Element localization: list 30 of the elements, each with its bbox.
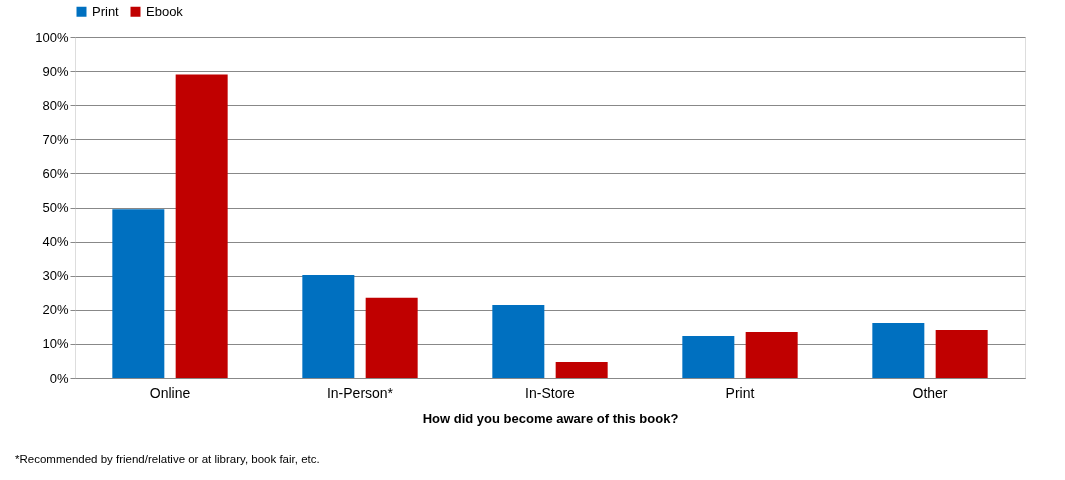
bar <box>745 331 798 378</box>
y-tick-label: 30% <box>42 268 69 284</box>
y-tick-label: 80% <box>42 97 69 113</box>
x-axis-title: How did you become aware of this book? <box>422 410 679 426</box>
bar <box>492 305 545 378</box>
bar <box>555 361 608 378</box>
y-tick-label: 60% <box>42 165 69 181</box>
bar <box>302 275 355 378</box>
x-tick-label: Online <box>149 384 191 401</box>
bar <box>175 74 228 378</box>
bar <box>872 323 925 378</box>
bar <box>112 209 165 378</box>
y-tick-label: 90% <box>42 63 69 79</box>
y-tick-label: 100% <box>35 29 69 45</box>
y-tick-label: 40% <box>42 234 69 250</box>
x-tick-label: In-Person* <box>326 384 394 401</box>
y-tick-label: 0% <box>49 370 69 386</box>
legend-label: Ebook <box>146 3 184 19</box>
text: *Recommended by friend/relative or at library, book fair, etc. <box>15 453 320 465</box>
bar <box>365 297 418 378</box>
bar <box>682 336 735 378</box>
y-tick-label: 50% <box>42 200 69 215</box>
x-tick-label: Other <box>912 384 948 401</box>
x-tick-label: Print <box>725 384 755 401</box>
y-tick-label: 20% <box>42 302 69 318</box>
bar <box>935 329 988 378</box>
legend-label: Print <box>92 3 120 19</box>
y-tick-label: 70% <box>42 131 69 147</box>
x-tick-label: In-Store <box>525 384 576 401</box>
y-tick-label: 10% <box>42 336 69 352</box>
